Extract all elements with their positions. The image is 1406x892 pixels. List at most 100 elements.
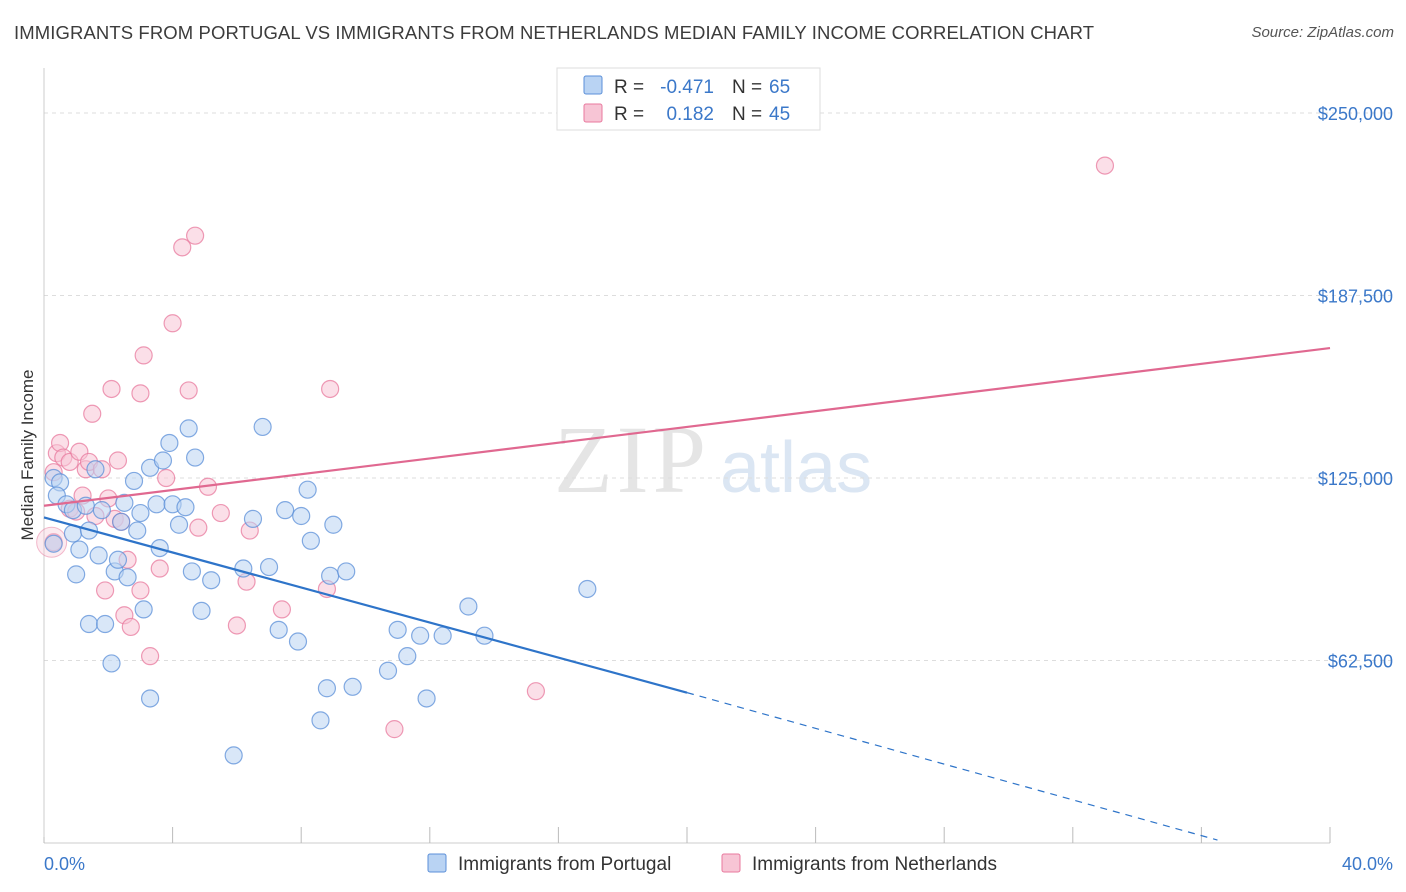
netherlands-point — [131, 581, 150, 600]
portugal-point — [459, 597, 478, 616]
portugal-point — [179, 419, 198, 438]
portugal-point — [92, 501, 111, 520]
netherlands-point — [150, 559, 169, 578]
legend-r-value-netherlands: 0.182 — [666, 104, 714, 125]
portugal-point — [79, 614, 99, 634]
x-tick-label-end: 40.0% — [1342, 854, 1393, 874]
portugal-point — [108, 550, 128, 569]
portugal-point — [321, 566, 340, 585]
bottom-legend: Immigrants from Portugal Immigrants from… — [427, 853, 997, 875]
legend-n-value-netherlands: 45 — [769, 104, 790, 125]
portugal-point — [186, 448, 205, 467]
netherlands-point — [385, 720, 404, 739]
legend-r-value-portugal: -0.471 — [660, 77, 714, 98]
legend-swatch-portugal — [583, 75, 603, 95]
legend-swatch-netherlands — [583, 103, 603, 123]
portugal-point — [417, 689, 436, 708]
portugal-point — [224, 746, 243, 765]
legend-n-label-portugal: N = — [732, 77, 762, 98]
watermark: ZIP atlas — [554, 406, 872, 513]
portugal-point — [411, 626, 430, 645]
netherlands-point — [163, 314, 182, 333]
x-tick-label-start: 0.0% — [44, 854, 85, 874]
netherlands-point — [83, 404, 102, 423]
portugal-point — [160, 433, 179, 453]
portugal-point — [140, 689, 160, 708]
portugal-point — [253, 417, 272, 437]
portugal-point — [86, 460, 105, 479]
portugal-point — [276, 501, 295, 520]
portugal-point — [317, 679, 337, 698]
portugal-point — [243, 509, 263, 528]
watermark-zip: ZIP — [554, 406, 710, 513]
netherlands-point — [173, 238, 192, 257]
source-label: Source: ZipAtlas.com — [1251, 24, 1394, 41]
portugal-point — [301, 531, 320, 550]
portugal-point — [95, 614, 115, 634]
axes — [43, 68, 1331, 844]
portugal-point — [398, 647, 417, 666]
portugal-point — [269, 620, 288, 639]
portugal-point — [311, 711, 330, 730]
netherlands-point — [227, 616, 246, 635]
portugal-point — [131, 503, 150, 523]
portugal-point — [324, 515, 343, 534]
netherlands-point — [140, 647, 160, 666]
portugal-point — [153, 451, 173, 470]
portugal-point — [124, 471, 144, 491]
portugal-point — [70, 540, 89, 559]
portugal-point — [378, 661, 398, 680]
portugal-point — [433, 626, 452, 645]
portugal-trend-extension — [686, 692, 1218, 841]
portugal-point — [169, 515, 189, 534]
y-tick-label: $62,500 — [1328, 652, 1393, 672]
y-tick-labels: $62,500 $125,000 $187,500 $250,000 — [1318, 104, 1393, 671]
netherlands-point — [186, 226, 205, 245]
netherlands-point — [321, 379, 340, 399]
netherlands-point — [526, 682, 545, 701]
legend: R = -0.471 N = 65 R = 0.182 N = 45 — [556, 67, 821, 131]
y-axis-label: Median Family Income — [18, 369, 37, 540]
netherlands-point — [108, 451, 128, 470]
portugal-point — [134, 600, 153, 619]
portugal-point — [288, 632, 308, 651]
bottom-legend-label-portugal: Immigrants from Portugal — [458, 854, 671, 875]
netherlands-point — [179, 381, 198, 400]
portugal-point — [259, 557, 279, 577]
portugal-point — [202, 571, 221, 590]
portugal-point — [337, 562, 356, 581]
netherlands-point — [189, 518, 208, 537]
portugal-point — [192, 601, 211, 620]
portugal-point — [182, 562, 201, 581]
netherlands-point — [102, 379, 121, 399]
netherlands-point — [134, 346, 153, 365]
y-tick-label: $187,500 — [1318, 287, 1393, 307]
portugal-point — [102, 654, 121, 673]
y-tick-label: $250,000 — [1318, 104, 1393, 124]
netherlands-point — [211, 503, 230, 523]
portugal-point — [67, 565, 86, 584]
portugal-point — [89, 546, 108, 565]
portugal-point — [176, 498, 195, 517]
portugal-point — [115, 493, 134, 512]
portugal-point — [388, 620, 407, 639]
portugal-point — [128, 521, 147, 540]
portugal-points — [44, 417, 597, 765]
legend-r-label-portugal: R = — [614, 77, 644, 98]
legend-r-label-netherlands: R = — [614, 104, 644, 125]
bottom-legend-swatch-netherlands — [721, 853, 741, 873]
netherlands-point — [1095, 156, 1115, 175]
legend-n-value-portugal: 65 — [769, 77, 790, 98]
portugal-point — [292, 506, 311, 526]
trend-lines — [43, 346, 1331, 841]
portugal-point — [298, 480, 317, 499]
legend-n-label-netherlands: N = — [732, 104, 762, 125]
netherlands-point — [131, 384, 150, 403]
chart-title: IMMIGRANTS FROM PORTUGAL VS IMMIGRANTS F… — [14, 22, 1095, 43]
netherlands-point — [121, 617, 140, 637]
netherlands-trend-line — [43, 346, 1331, 507]
netherlands-point — [95, 581, 115, 600]
netherlands-point — [272, 600, 292, 619]
portugal-trend-line — [43, 516, 688, 694]
